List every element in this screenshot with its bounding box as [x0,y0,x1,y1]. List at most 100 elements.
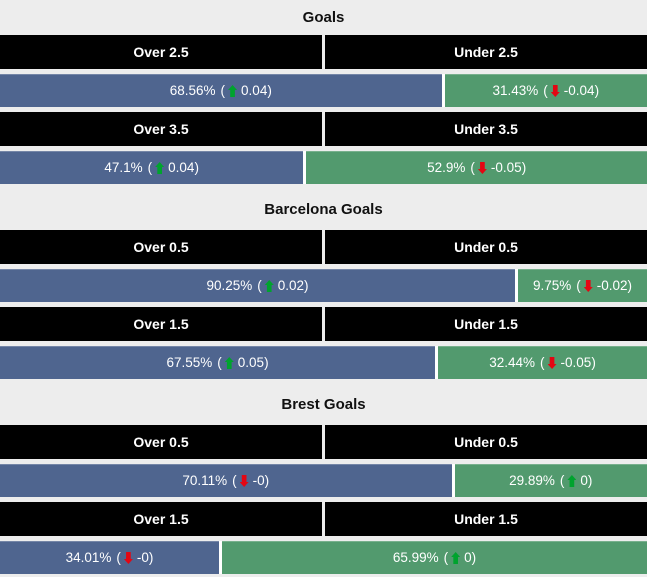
market-over-under-2-5: Over 2.5 Under 2.5 68.56% 0.04 31.43% [0,35,647,107]
under-bar-label: 65.99% 0 [393,550,476,565]
trend-up-icon [228,85,238,97]
section-brest-goals: Brest Goals Over 0.5 Under 0.5 70.11% -0 [0,384,647,574]
over-change-group: 0.04 [148,160,199,175]
under-bar-segment: 29.89% 0 [454,464,647,497]
under-bar-segment: 65.99% 0 [222,541,647,574]
market-header: Over 2.5 Under 2.5 [0,35,647,69]
market-header: Over 0.5 Under 0.5 [0,425,647,459]
trend-up-icon [264,280,274,292]
trend-up-icon [224,357,234,369]
over-percentage: 68.56% [169,83,216,98]
under-percentage: 52.9% [427,160,466,175]
over-bar-label: 47.1% 0.04 [104,160,199,175]
over-bar-label: 34.01% -0 [66,550,154,565]
over-change: -0 [136,550,149,565]
under-bar-segment: 52.9% -0.05 [306,151,647,184]
over-bar-segment: 34.01% -0 [0,541,220,574]
over-percentage: 70.11% [182,473,228,488]
under-bar-label: 29.89% 0 [509,473,592,488]
under-change-group: 0 [560,473,593,488]
over-header-cell: Over 2.5 [0,35,322,69]
section-title: Goals [302,9,345,26]
over-change: 0.04 [241,83,268,98]
over-percentage: 47.1% [104,160,143,175]
market-over-under-0-5: Over 0.5 Under 0.5 70.11% -0 29.89% [0,425,647,497]
section-title: Barcelona Goals [264,201,383,218]
under-bar-segment: 9.75% -0.02 [518,269,647,302]
market-over-under-3-5: Over 3.5 Under 3.5 47.1% 0.04 52.9% [0,112,647,184]
under-header-cell: Under 2.5 [325,35,647,69]
over-bar-segment: 70.11% -0 [0,464,452,497]
trend-down-icon [550,85,560,97]
section-barcelona-goals: Barcelona Goals Over 0.5 Under 0.5 90.25… [0,189,647,379]
over-header-cell: Over 0.5 [0,230,322,264]
under-percentage: 32.44% [489,355,536,370]
under-header-cell: Under 0.5 [325,425,647,459]
over-bar-label: 70.11% -0 [182,473,269,488]
under-change: 0 [464,550,472,565]
over-percentage: 34.01% [65,550,112,565]
under-change-group: -0.02 [576,278,632,293]
under-change-group: -0.05 [470,160,526,175]
over-bar-label: 67.55% 0.05 [166,355,268,370]
over-change: 0.02 [277,278,305,293]
under-change-group: -0.05 [540,355,596,370]
section-title: Brest Goals [281,396,366,413]
over-bar-segment: 47.1% 0.04 [0,151,304,184]
under-header-cell: Under 1.5 [325,502,647,536]
probability-bar: 47.1% 0.04 52.9% -0.05 [0,151,647,184]
market-header: Over 0.5 Under 0.5 [0,230,647,264]
under-change-group: -0.04 [543,83,599,98]
trend-up-icon [451,552,461,564]
over-change-group: 0.02 [257,278,308,293]
over-change-group: 0.04 [221,83,272,98]
over-bar-label: 90.25% 0.02 [206,278,308,293]
trend-up-icon [567,475,577,487]
under-header-cell: Under 3.5 [325,112,647,146]
under-bar-segment: 32.44% -0.05 [438,346,647,379]
over-bar-segment: 90.25% 0.02 [0,269,515,302]
under-bar-label: 9.75% -0.02 [533,278,632,293]
trend-up-icon [155,162,165,174]
market-over-under-0-5: Over 0.5 Under 0.5 90.25% 0.02 9.75% [0,230,647,302]
trend-down-icon [583,280,593,292]
section-goals: Goals Over 2.5 Under 2.5 68.56% 0.04 [0,0,647,184]
over-header-cell: Over 1.5 [0,307,322,341]
market-over-under-1-5: Over 1.5 Under 1.5 67.55% 0.05 32.44% [0,307,647,379]
under-bar-label: 52.9% -0.05 [427,160,526,175]
under-percentage: 31.43% [492,83,539,98]
over-bar-segment: 68.56% 0.04 [0,74,442,107]
probability-bar: 90.25% 0.02 9.75% -0.02 [0,269,647,302]
over-percentage: 67.55% [166,355,213,370]
under-header-cell: Under 1.5 [325,307,647,341]
under-bar-label: 32.44% -0.05 [489,355,596,370]
market-header: Over 3.5 Under 3.5 [0,112,647,146]
over-change: 0.04 [168,160,195,175]
over-header-cell: Over 1.5 [0,502,322,536]
over-bar-segment: 67.55% 0.05 [0,346,436,379]
under-bar-segment: 31.43% -0.04 [444,74,647,107]
under-change: -0.05 [560,355,592,370]
probability-bar: 68.56% 0.04 31.43% -0.04 [0,74,647,107]
over-header-cell: Over 3.5 [0,112,322,146]
under-percentage: 65.99% [392,550,439,565]
trend-down-icon [477,162,487,174]
over-change: -0 [252,473,265,488]
over-change-group: -0 [116,550,153,565]
trend-down-icon [123,552,133,564]
market-header: Over 1.5 Under 1.5 [0,502,647,536]
under-change: -0.04 [563,83,595,98]
under-change: 0 [580,473,588,488]
under-percentage: 9.75% [532,278,572,293]
probability-bar: 34.01% -0 65.99% 0 [0,541,647,574]
under-change: -0.05 [490,160,522,175]
over-header-cell: Over 0.5 [0,425,322,459]
probability-bar: 70.11% -0 29.89% 0 [0,464,647,497]
over-change-group: -0 [232,473,269,488]
under-change-group: 0 [444,550,477,565]
under-percentage: 29.89% [509,473,555,488]
trend-down-icon [239,475,249,487]
under-bar-label: 31.43% -0.04 [493,83,600,98]
over-bar-label: 68.56% 0.04 [170,83,272,98]
